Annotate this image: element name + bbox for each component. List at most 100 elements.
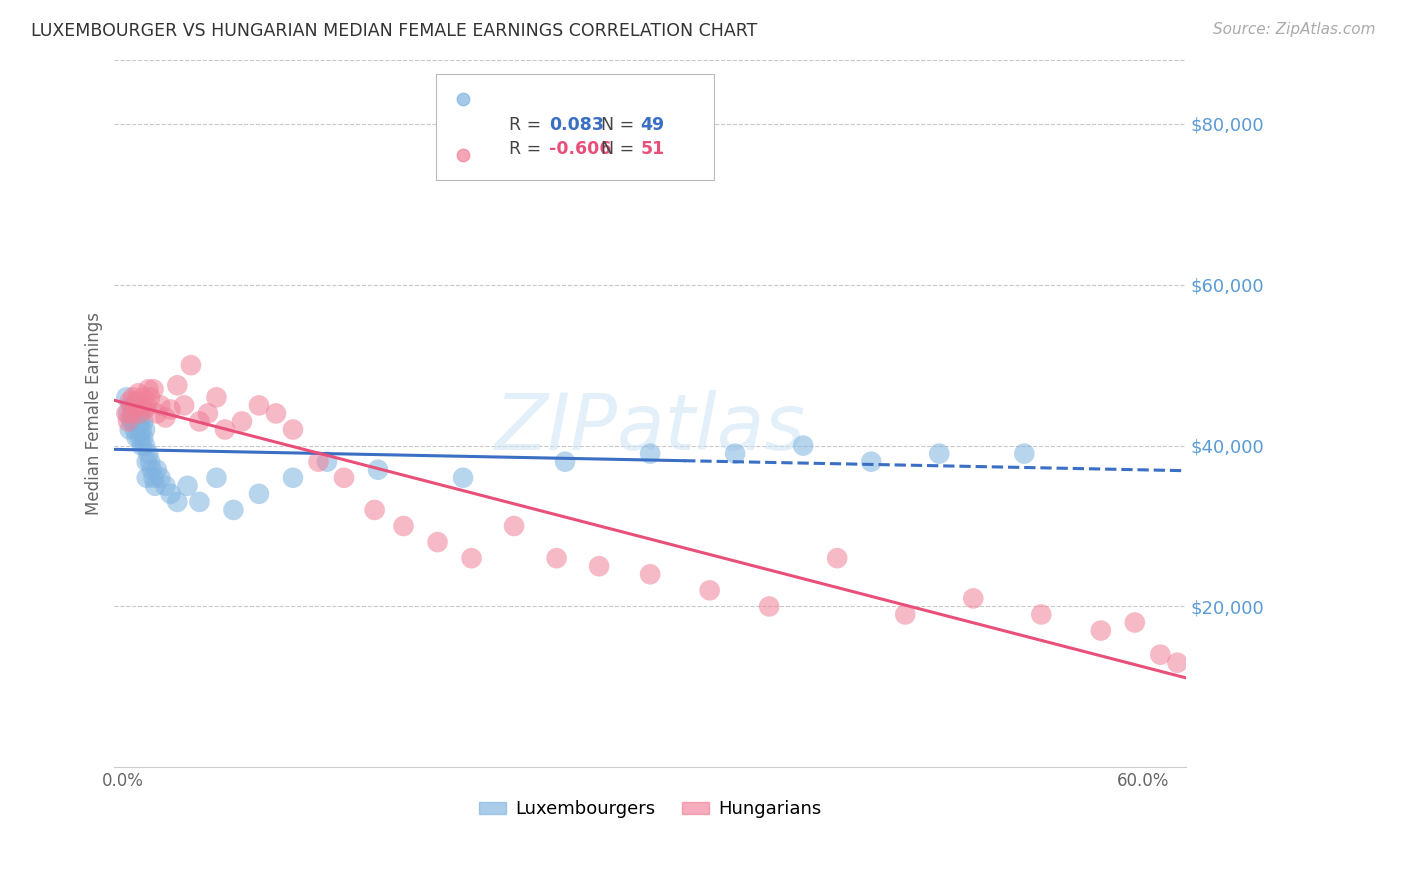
Point	[176, 479, 198, 493]
Point	[127, 406, 149, 420]
Point	[122, 390, 145, 404]
Text: 0.083: 0.083	[548, 116, 603, 135]
Point	[222, 503, 245, 517]
Point	[758, 599, 780, 614]
Point	[143, 479, 166, 493]
Point	[139, 390, 162, 404]
Point	[118, 394, 141, 409]
Text: R =: R =	[509, 140, 547, 158]
Y-axis label: Median Female Earnings: Median Female Earnings	[86, 312, 103, 515]
Point	[132, 390, 155, 404]
Point	[264, 406, 287, 420]
Point	[173, 398, 195, 412]
Point	[588, 559, 610, 574]
Point	[124, 398, 146, 412]
Point	[554, 455, 576, 469]
Point	[1090, 624, 1112, 638]
Point	[205, 471, 228, 485]
Point	[860, 455, 883, 469]
Point	[1149, 648, 1171, 662]
Text: R =: R =	[509, 116, 547, 135]
Point	[166, 378, 188, 392]
Point	[125, 431, 148, 445]
Point	[131, 439, 153, 453]
FancyBboxPatch shape	[436, 74, 714, 180]
Point	[180, 358, 202, 372]
Point	[928, 447, 950, 461]
Point	[724, 447, 747, 461]
Point	[127, 418, 149, 433]
Point	[363, 503, 385, 517]
Point	[1166, 656, 1188, 670]
Point	[135, 471, 157, 485]
Point	[1123, 615, 1146, 630]
Point	[426, 535, 449, 549]
Point	[141, 463, 163, 477]
Text: 51: 51	[640, 140, 665, 158]
Point	[214, 423, 236, 437]
Point	[155, 410, 177, 425]
Point	[149, 471, 172, 485]
Point	[825, 551, 848, 566]
Point	[120, 415, 142, 429]
Point	[281, 423, 304, 437]
Point	[638, 447, 661, 461]
Point	[134, 402, 156, 417]
Point	[115, 390, 138, 404]
Point	[188, 495, 211, 509]
Point	[159, 487, 181, 501]
Point	[247, 398, 270, 412]
Point	[134, 423, 156, 437]
Point	[503, 519, 526, 533]
Point	[142, 471, 165, 485]
Point	[129, 406, 152, 420]
Point	[316, 455, 339, 469]
Point	[188, 415, 211, 429]
Text: N =: N =	[600, 140, 640, 158]
Point	[135, 455, 157, 469]
Point	[117, 415, 139, 429]
Point	[1031, 607, 1053, 622]
Point	[281, 471, 304, 485]
Point	[792, 439, 814, 453]
Point	[460, 551, 482, 566]
Point	[131, 423, 153, 437]
Point	[132, 431, 155, 445]
Point	[134, 439, 156, 453]
Point	[125, 415, 148, 429]
Point	[125, 394, 148, 409]
Point	[115, 406, 138, 420]
Point	[308, 455, 330, 469]
Point	[392, 519, 415, 533]
Point	[367, 463, 389, 477]
Point	[138, 447, 160, 461]
Point	[546, 551, 568, 566]
Point	[159, 402, 181, 417]
Point	[247, 487, 270, 501]
Text: N =: N =	[600, 116, 640, 135]
Text: -0.606: -0.606	[548, 140, 612, 158]
Point	[638, 567, 661, 582]
Point	[117, 406, 139, 420]
Point	[139, 455, 162, 469]
Text: LUXEMBOURGER VS HUNGARIAN MEDIAN FEMALE EARNINGS CORRELATION CHART: LUXEMBOURGER VS HUNGARIAN MEDIAN FEMALE …	[31, 22, 758, 40]
Point	[146, 406, 169, 420]
Legend: Luxembourgers, Hungarians: Luxembourgers, Hungarians	[471, 793, 828, 825]
Point	[127, 386, 149, 401]
Point	[894, 607, 917, 622]
Point	[451, 471, 474, 485]
Point	[1014, 447, 1036, 461]
Point	[197, 406, 219, 420]
Text: ZIPatlas: ZIPatlas	[495, 390, 806, 466]
Point	[122, 415, 145, 429]
Point	[333, 471, 356, 485]
Point	[135, 398, 157, 412]
Point	[146, 463, 169, 477]
Point	[120, 406, 142, 420]
Point	[124, 402, 146, 417]
Point	[132, 415, 155, 429]
Point	[138, 382, 160, 396]
Point	[118, 423, 141, 437]
Point	[699, 583, 721, 598]
Point	[142, 382, 165, 396]
